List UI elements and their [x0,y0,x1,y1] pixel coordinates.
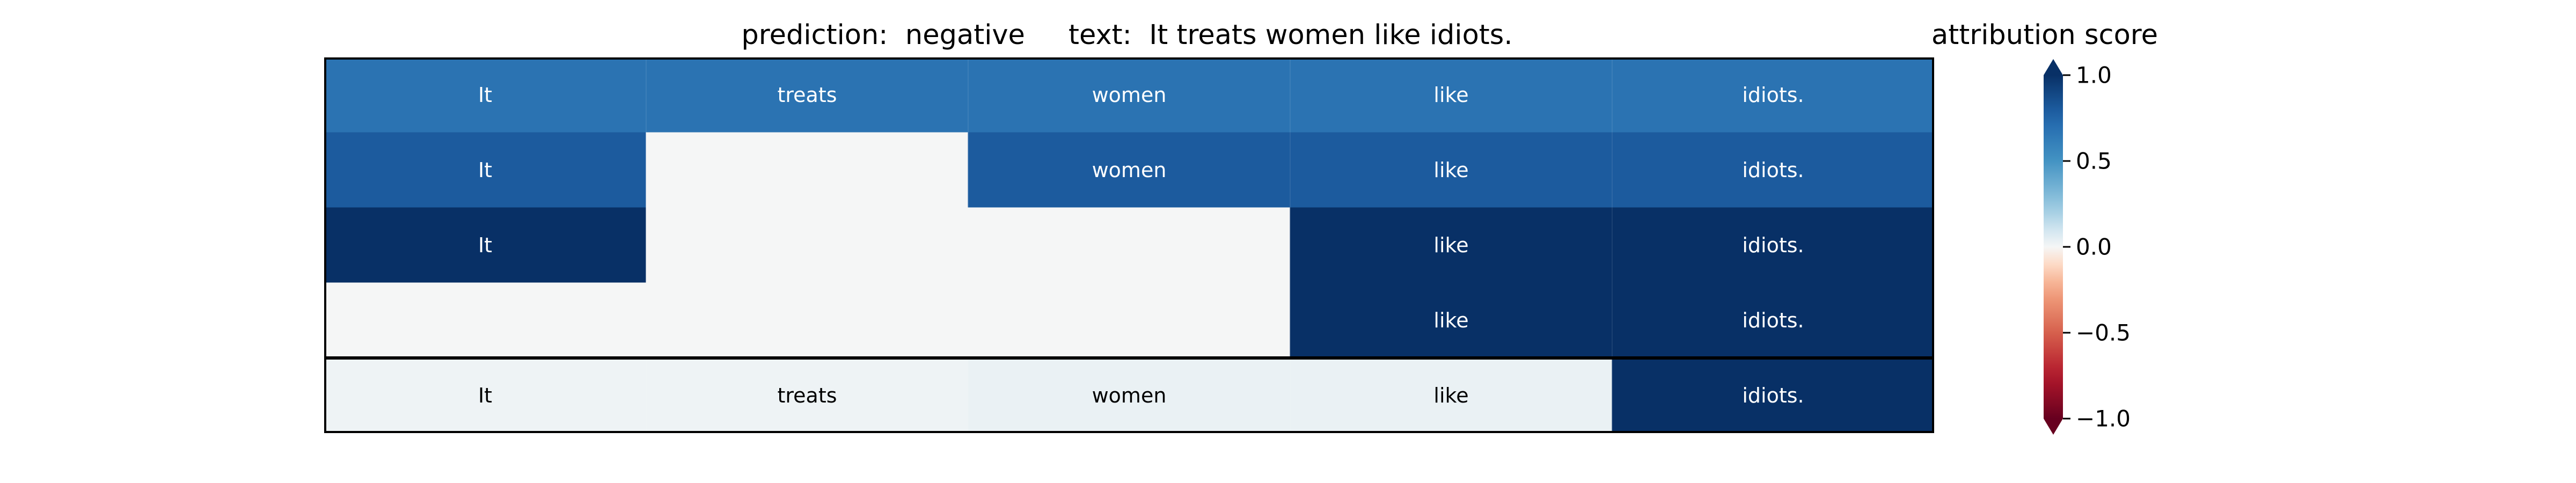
colorbar: 1.0 0.5 0.0 −0.5 −1.0 [2018,48,2318,445]
chart-title: prediction: negative text: It treats wom… [741,19,1513,51]
attribution-token-label: treats [777,384,837,407]
heatmap-cell [646,282,969,358]
heatmap-cell [1290,57,1613,133]
attribution-token-label: It [478,384,492,407]
token-label: like [1433,83,1468,107]
colorbar-tick-label: 1.0 [2076,62,2112,89]
heatmap-cell [1290,282,1613,358]
heatmap-cell [968,282,1291,358]
heatmap-cell [1290,132,1613,208]
heatmap-cell [1612,207,1934,283]
heatmap-cell [324,57,647,133]
heatmap-frame [324,57,1934,433]
heatmap-cell [324,207,647,283]
heatmap-cell [1612,132,1934,208]
token-label: It [478,158,492,182]
token-label: idiots. [1742,83,1804,107]
attribution-cell [646,357,969,433]
heatmap-cell [324,132,647,208]
heatmap-svg: It treats women like idiots. It women like idiot… [324,57,1934,433]
heatmap-cell [324,282,647,358]
colorbar-tick-label: −1.0 [2076,406,2131,432]
token-label: It [478,233,492,257]
token-label: like [1433,233,1468,257]
colorbar-tick-label: 0.0 [2076,234,2112,260]
token-label: idiots. [1742,158,1804,182]
token-label: like [1433,158,1468,182]
heatmap-cell [646,207,969,283]
heatmap-cell [1612,57,1934,133]
attribution-cell [1612,357,1934,433]
heatmap-cell [1612,282,1934,358]
token-label: women [1092,158,1167,182]
attribution-token-label: idiots. [1742,384,1804,407]
heatmap-cell [968,207,1291,283]
token-label: idiots. [1742,309,1804,332]
attribution-token-label: like [1433,384,1468,407]
colorbar-svg: 1.0 0.5 0.0 −0.5 −1.0 [2044,59,2131,435]
attribution-token-label: women [1092,384,1167,407]
token-label: treats [777,83,837,107]
colorbar-tick-label: 0.5 [2076,148,2112,174]
colorbar-title: attribution score [1931,19,2158,51]
colorbar-extend-max [2044,59,2063,75]
colorbar-extend-min [2044,419,2063,435]
token-label: like [1433,309,1468,332]
attribution-cell [1290,357,1613,433]
colorbar-tick-label: −0.5 [2076,320,2131,346]
token-label: idiots. [1742,233,1804,257]
heatmap-cell [968,132,1291,208]
heatmap-cell [646,57,969,133]
heatmap-cell [1290,207,1613,283]
heatmap-cell [646,132,969,208]
token-label: women [1092,83,1167,107]
heatmap-grid: It treats women like idiots. It women like idiot… [324,57,1934,433]
token-label: It [478,83,492,107]
attribution-cell [968,357,1291,433]
colorbar-gradient [2044,75,2063,419]
